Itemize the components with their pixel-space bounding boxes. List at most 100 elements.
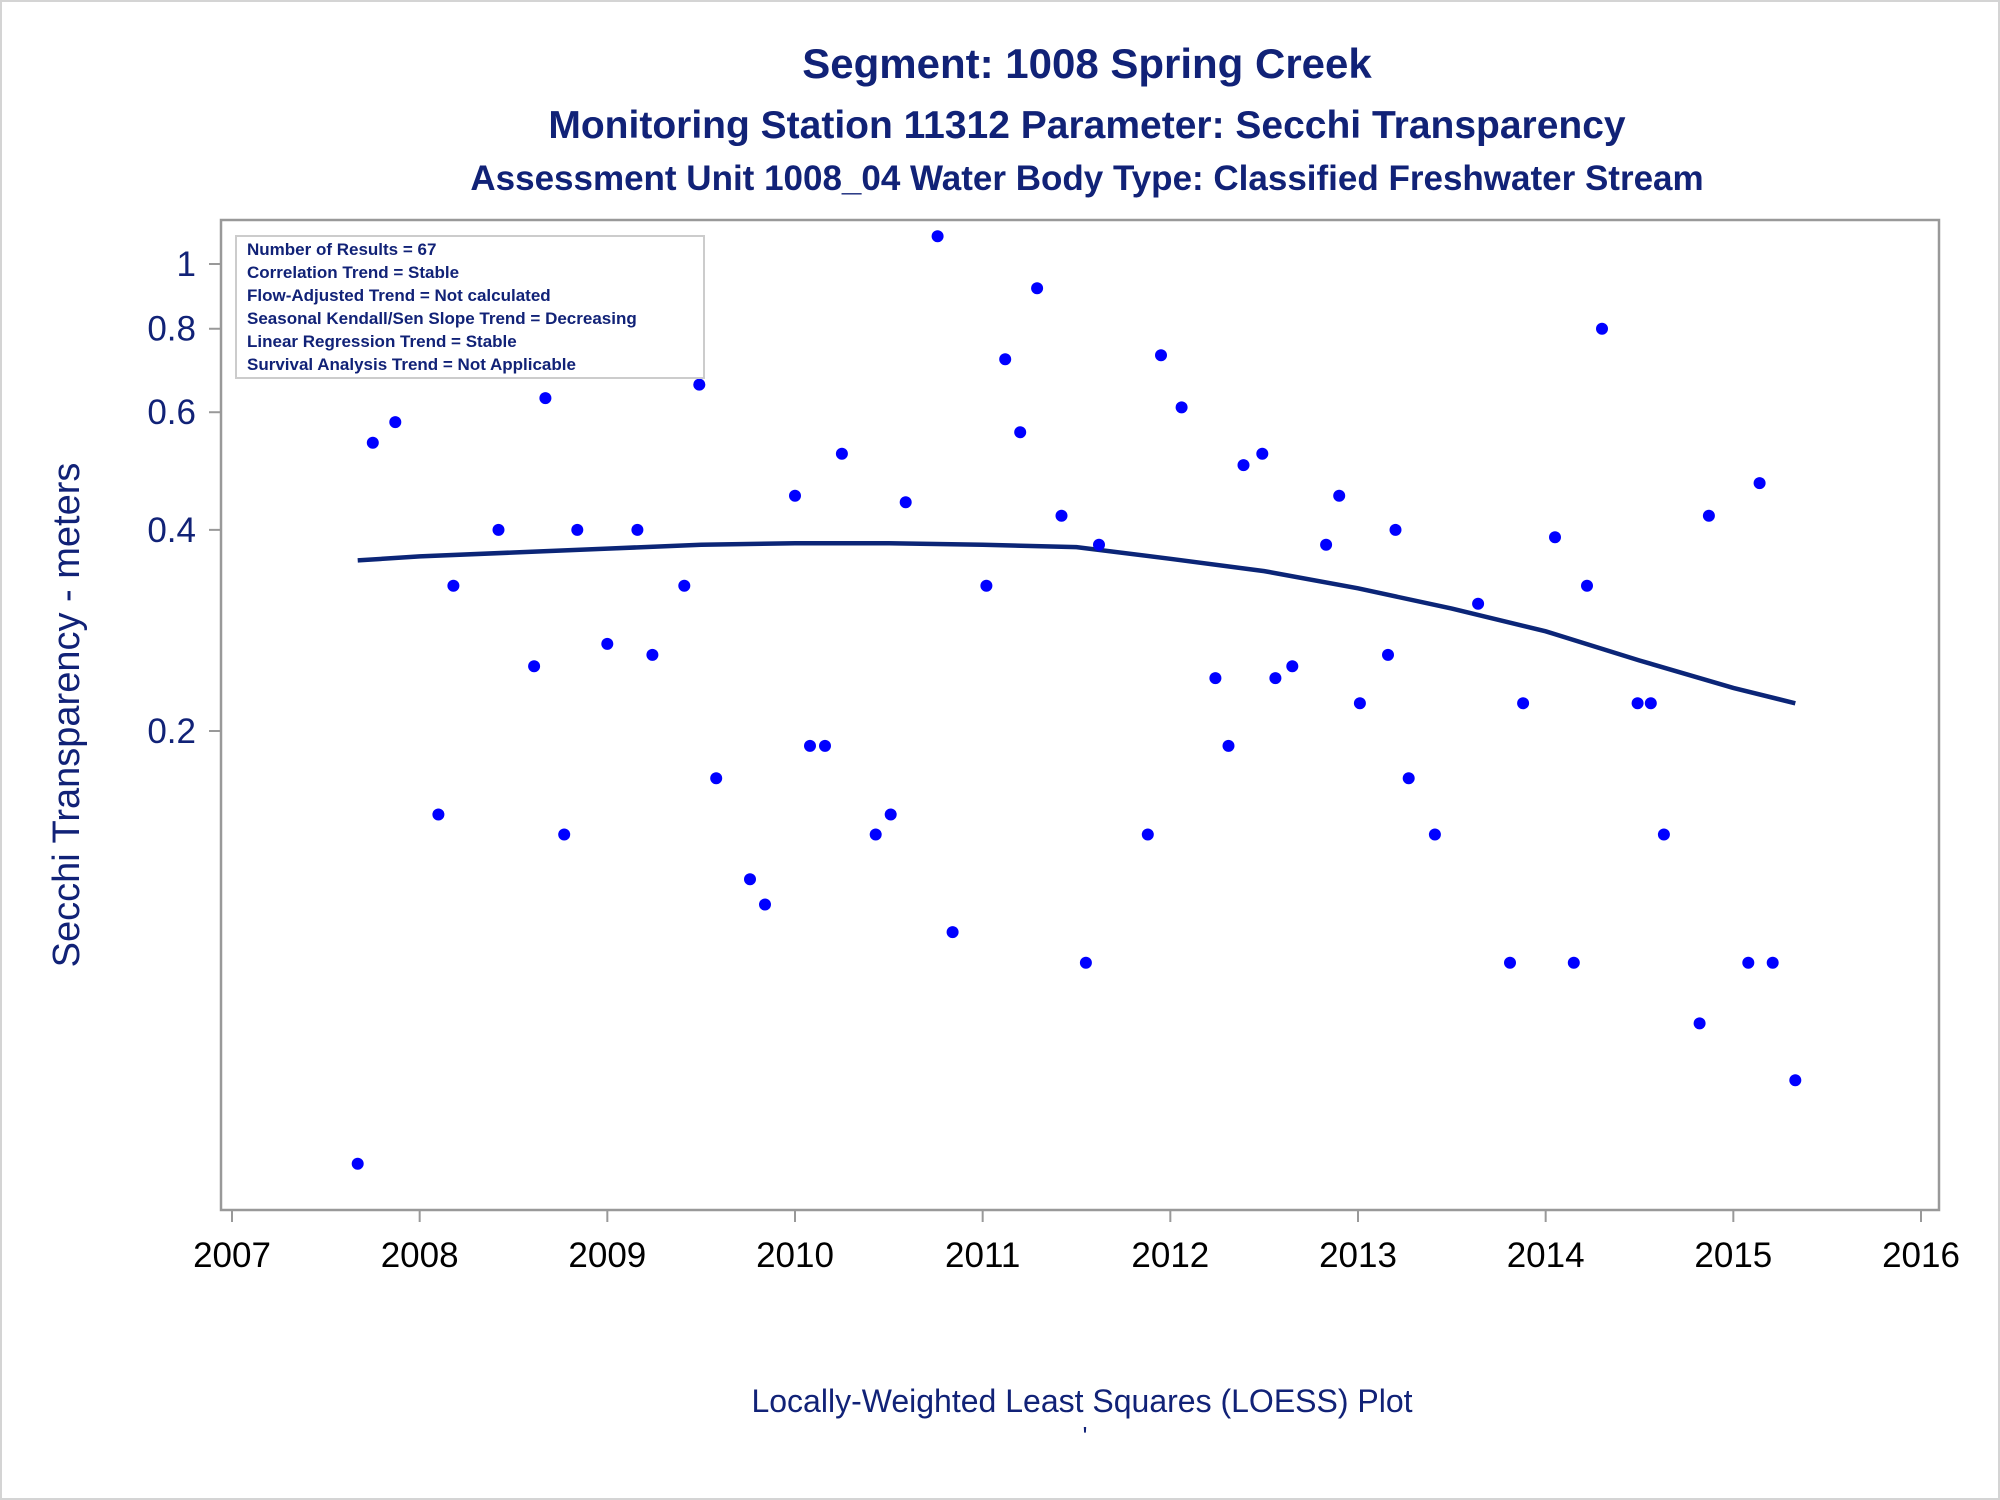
- data-point: [1079, 956, 1092, 969]
- y-tick-label: 0.8: [147, 310, 196, 349]
- data-point: [1320, 538, 1333, 551]
- data-point: [931, 230, 944, 243]
- data-point: [646, 648, 659, 661]
- chart-subtitle: Monitoring Station 11312 Parameter: Secc…: [548, 104, 1626, 147]
- stats-line-correlation: Correlation Trend = Stable: [247, 263, 459, 282]
- data-point: [1353, 697, 1366, 710]
- data-point: [835, 447, 848, 460]
- data-point: [1141, 828, 1154, 841]
- y-axis-label: Secchi Transparency - meters: [46, 463, 88, 968]
- data-point: [744, 873, 756, 886]
- x-tick-label: 2008: [381, 1236, 459, 1275]
- stats-line-kendall: Seasonal Kendall/Sen Slope Trend = Decre…: [247, 309, 637, 328]
- data-point: [1286, 660, 1299, 673]
- data-point: [1093, 538, 1105, 551]
- data-point: [447, 579, 460, 592]
- x-tick-label: 2007: [193, 1236, 271, 1275]
- data-point: [631, 523, 644, 536]
- x-tick-label: 2016: [1882, 1236, 1960, 1275]
- data-point: [1333, 489, 1346, 502]
- y-axis: 0.2 0.4 0.6 0.8 1: [147, 245, 221, 751]
- data-point: [1504, 956, 1516, 969]
- data-point: [693, 378, 706, 391]
- plot-area: [219, 218, 1941, 1212]
- data-point: [946, 926, 959, 939]
- data-point: [1402, 772, 1415, 785]
- data-point: [1382, 648, 1394, 661]
- data-point: [1389, 523, 1402, 536]
- data-point: [528, 660, 541, 673]
- chart-title: Segment: 1008 Spring Creek: [802, 40, 1372, 87]
- x-tick-label: 2014: [1507, 1236, 1585, 1275]
- stats-line-survival: Survival Analysis Trend = Not Applicable: [247, 355, 576, 374]
- data-point: [1155, 349, 1167, 362]
- footnote: ': [1083, 1421, 1088, 1451]
- data-point: [432, 808, 445, 821]
- data-point: [1766, 956, 1779, 969]
- x-tick-label: 2012: [1131, 1236, 1209, 1275]
- data-point: [1517, 697, 1530, 710]
- data-point: [1549, 531, 1561, 544]
- data-point: [759, 898, 771, 911]
- data-point: [804, 739, 816, 752]
- data-point: [1175, 401, 1188, 414]
- data-point: [1014, 426, 1027, 439]
- data-point: [1472, 597, 1485, 610]
- loess-curve: [357, 540, 1796, 706]
- data-point: [1742, 956, 1755, 969]
- data-point: [899, 496, 912, 509]
- data-point: [869, 828, 882, 841]
- data-point: [1567, 956, 1580, 969]
- x-tick-label: 2009: [568, 1236, 646, 1275]
- data-point: [389, 416, 402, 429]
- data-point: [1209, 672, 1222, 685]
- data-point: [571, 523, 584, 536]
- data-point: [710, 772, 723, 785]
- data-point: [678, 579, 691, 592]
- data-point: [601, 637, 614, 650]
- y-tick-label: 0.2: [147, 712, 196, 751]
- data-points: [351, 230, 1802, 1170]
- data-point: [1055, 509, 1068, 522]
- data-point: [366, 436, 379, 449]
- stats-line-count: Number of Results = 67: [247, 240, 436, 259]
- data-point: [1644, 697, 1657, 710]
- data-point: [1657, 828, 1670, 841]
- data-point: [1428, 828, 1441, 841]
- x-tick-label: 2011: [945, 1236, 1020, 1275]
- data-point: [1222, 739, 1235, 752]
- chart-subtitle-2: Assessment Unit 1008_04 Water Body Type:…: [470, 159, 1703, 198]
- stats-box-border: [235, 235, 705, 379]
- data-point: [1269, 672, 1282, 685]
- data-point: [980, 579, 993, 592]
- x-axis: 2007 2008 2009 2010 2011 2012 2013 2014 2015 2016: [193, 1210, 1960, 1275]
- y-tick-label: 1: [177, 245, 196, 284]
- data-point: [1256, 447, 1269, 460]
- data-point: [999, 353, 1012, 366]
- y-tick-label: 0.4: [147, 511, 196, 550]
- data-point: [1031, 282, 1044, 295]
- data-point: [789, 489, 801, 502]
- x-tick-label: 2013: [1319, 1236, 1397, 1275]
- data-point: [1702, 509, 1715, 522]
- x-axis-label: Locally-Weighted Least Squares (LOESS) P…: [751, 1383, 1412, 1419]
- stats-line-regression: Linear Regression Trend = Stable: [247, 332, 517, 351]
- y-tick-label: 0.6: [147, 393, 196, 432]
- data-point: [1693, 1017, 1706, 1030]
- data-point: [351, 1157, 364, 1170]
- data-point: [819, 739, 831, 752]
- data-point: [1581, 579, 1593, 592]
- data-point: [1789, 1074, 1802, 1087]
- x-tick-label: 2015: [1694, 1236, 1772, 1275]
- data-point: [1596, 322, 1608, 335]
- data-point: [1237, 459, 1250, 472]
- data-point: [558, 828, 571, 841]
- data-point: [539, 392, 552, 405]
- stats-line-flow: Flow-Adjusted Trend = Not calculated: [247, 286, 551, 305]
- stats-box: Number of Results = 67 Correlation Trend…: [235, 235, 705, 379]
- data-point: [1631, 697, 1644, 710]
- x-tick-label: 2010: [756, 1236, 834, 1275]
- data-point: [1753, 477, 1766, 490]
- data-point: [492, 523, 505, 536]
